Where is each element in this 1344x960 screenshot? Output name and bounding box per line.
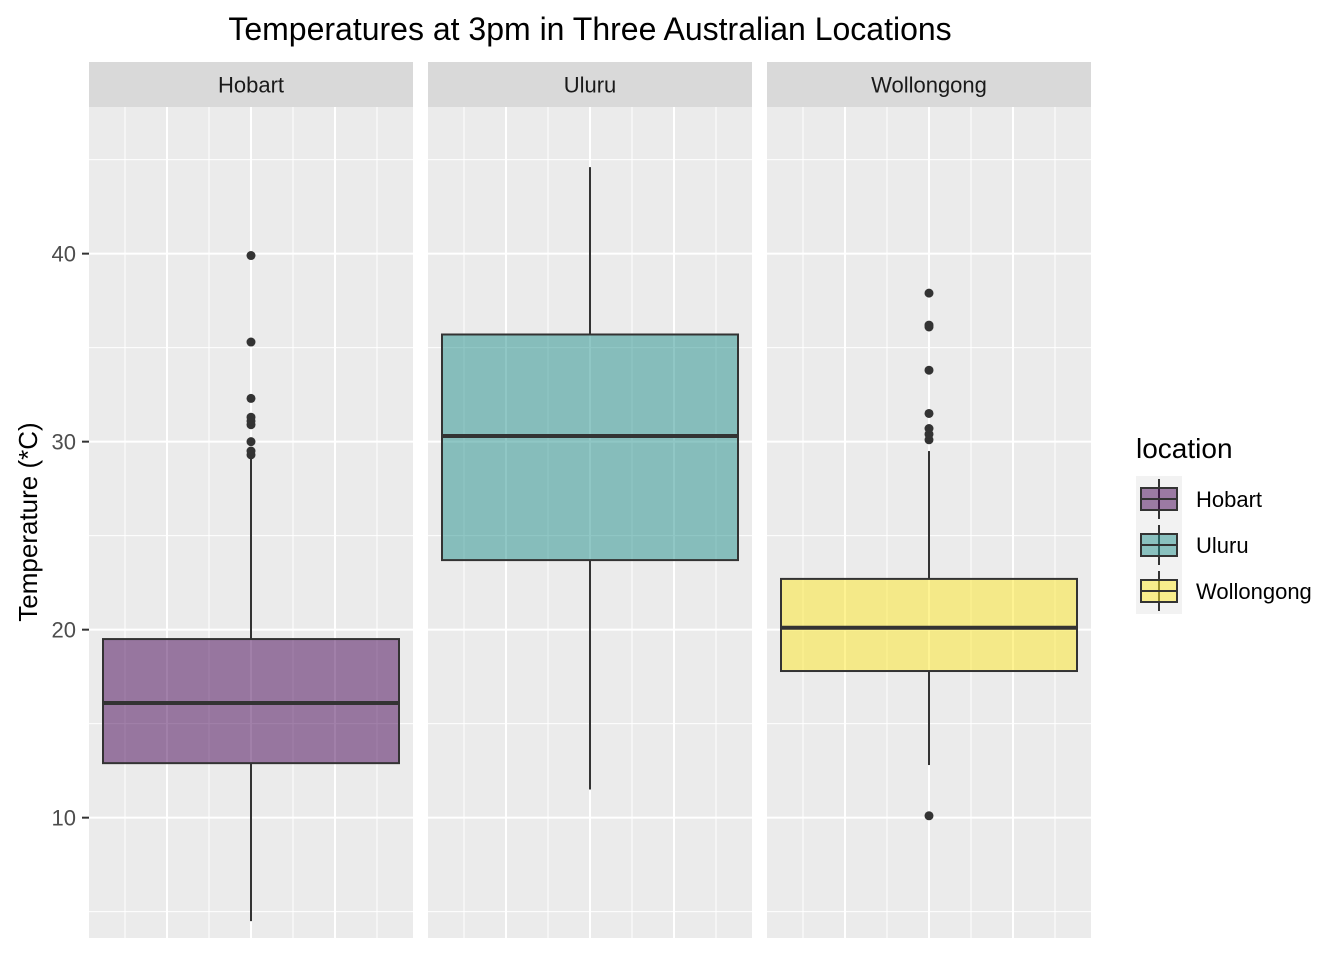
facet-panel-hobart: Hobart xyxy=(89,62,413,938)
facet-strip xyxy=(89,62,413,107)
y-tick-label: 30 xyxy=(52,430,76,455)
legend-label: Wollongong xyxy=(1196,579,1312,604)
y-axis-title: Temperature (*C) xyxy=(13,422,43,621)
outlier-point xyxy=(246,251,256,261)
facet-strip-label: Wollongong xyxy=(871,73,987,98)
facet-strip xyxy=(767,62,1091,107)
outlier-point xyxy=(246,393,256,403)
legend-title: location xyxy=(1136,433,1233,464)
outlier-point xyxy=(924,365,934,375)
outlier-point xyxy=(924,423,934,433)
outlier-point xyxy=(924,288,934,298)
facet-strip-label: Hobart xyxy=(218,73,284,98)
legend-label: Hobart xyxy=(1196,487,1262,512)
legend-item-uluru: Uluru xyxy=(1136,522,1249,568)
facet-strip-label: Uluru xyxy=(564,73,617,98)
outlier-point xyxy=(246,437,256,447)
facet-panels: Hobart Uluru Wollongong xyxy=(89,62,1091,938)
y-axis: 10 20 30 40 xyxy=(52,242,89,831)
outlier-point xyxy=(924,811,934,821)
legend: location Hobart Uluru Wollongong xyxy=(1136,433,1312,614)
box-uluru xyxy=(441,333,739,562)
legend-item-hobart: Hobart xyxy=(1136,476,1262,522)
chart-title: Temperatures at 3pm in Three Australian … xyxy=(228,11,951,47)
facet-panel-wollongong: Wollongong xyxy=(767,62,1091,938)
y-tick-label: 10 xyxy=(52,806,76,831)
facet-strip xyxy=(428,62,752,107)
legend-item-wollongong: Wollongong xyxy=(1136,568,1312,614)
y-tick-label: 20 xyxy=(52,618,76,643)
facet-panel-uluru: Uluru xyxy=(428,62,752,938)
outlier-point xyxy=(246,412,256,422)
outlier-point xyxy=(246,337,256,347)
legend-label: Uluru xyxy=(1196,533,1249,558)
outlier-point xyxy=(246,446,256,456)
y-tick-label: 40 xyxy=(52,242,76,267)
box-wollongong xyxy=(780,577,1078,673)
outlier-point xyxy=(924,408,934,418)
outlier-point xyxy=(924,320,934,330)
